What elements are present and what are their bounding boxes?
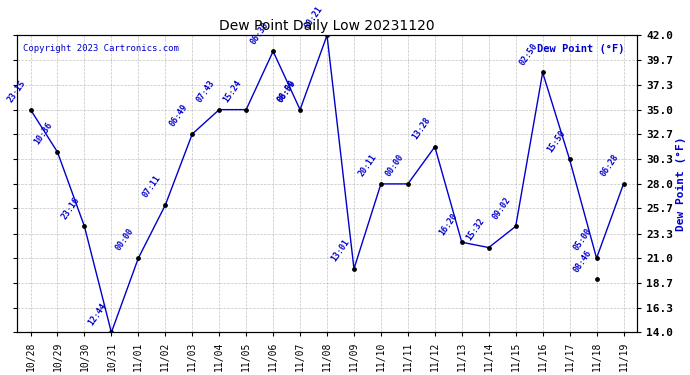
Text: 05:00: 05:00: [572, 227, 594, 253]
Point: [564, 156, 575, 162]
Point: [268, 48, 279, 54]
Text: 09:02: 09:02: [491, 195, 513, 221]
Point: [591, 276, 602, 282]
Text: 16:20: 16:20: [437, 211, 459, 237]
Point: [295, 106, 306, 112]
Point: [348, 266, 359, 272]
Point: [375, 181, 386, 187]
Point: [456, 239, 467, 245]
Point: [402, 181, 413, 187]
Text: 00:00: 00:00: [384, 153, 405, 178]
Point: [132, 255, 144, 261]
Text: 08:59: 08:59: [275, 78, 297, 104]
Point: [322, 32, 333, 38]
Text: 15:50: 15:50: [545, 128, 566, 154]
Text: 06:49: 06:49: [168, 103, 190, 129]
Text: Dew Point (°F): Dew Point (°F): [537, 44, 624, 54]
Text: 13:28: 13:28: [411, 116, 432, 141]
Point: [510, 224, 521, 230]
Text: 08:46: 08:46: [572, 248, 594, 274]
Text: 07:11: 07:11: [141, 174, 163, 200]
Point: [483, 244, 494, 250]
Text: 13:01: 13:01: [330, 238, 351, 263]
Point: [241, 106, 252, 112]
Text: 02:50: 02:50: [518, 41, 540, 67]
Text: 06:30: 06:30: [248, 20, 270, 46]
Text: 06:28: 06:28: [599, 153, 621, 178]
Title: Dew Point Daily Low 20231120: Dew Point Daily Low 20231120: [219, 19, 435, 33]
Point: [106, 329, 117, 335]
Point: [537, 69, 548, 75]
Text: 00:21: 00:21: [302, 4, 324, 30]
Point: [52, 149, 63, 155]
Text: 15:24: 15:24: [221, 78, 244, 104]
Point: [429, 144, 440, 150]
Text: 20:11: 20:11: [357, 153, 378, 178]
Point: [25, 106, 36, 112]
Text: Copyright 2023 Cartronics.com: Copyright 2023 Cartronics.com: [23, 44, 179, 53]
Point: [79, 224, 90, 230]
Text: 15:32: 15:32: [464, 216, 486, 242]
Text: 12:44: 12:44: [87, 301, 108, 327]
Text: 23:15: 23:15: [6, 78, 28, 104]
Point: [160, 202, 171, 208]
Text: 23:16: 23:16: [60, 195, 81, 221]
Point: [214, 106, 225, 112]
Point: [591, 255, 602, 261]
Text: 10:36: 10:36: [33, 121, 55, 147]
Point: [618, 181, 629, 187]
Y-axis label: Dew Point (°F): Dew Point (°F): [676, 136, 686, 231]
Text: 00:00: 00:00: [114, 227, 135, 253]
Text: 06:06: 06:06: [275, 78, 297, 104]
Point: [187, 131, 198, 137]
Text: 07:43: 07:43: [195, 78, 217, 104]
